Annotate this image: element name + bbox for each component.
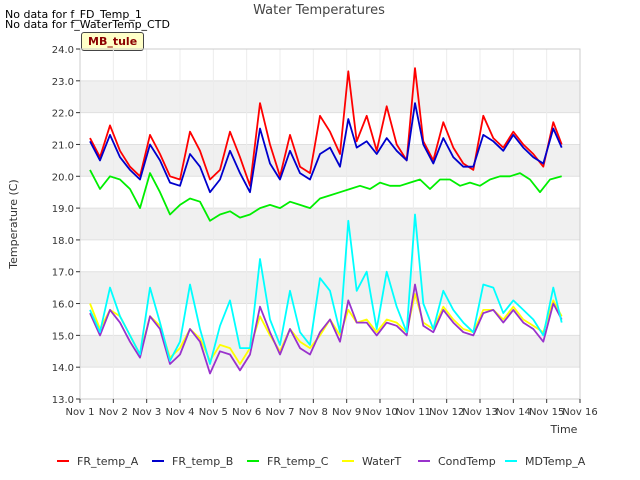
x-tick-label: Nov 5 xyxy=(199,407,228,418)
legend: FR_temp_A FR_temp_B FR_temp_C WaterT CondTem… xyxy=(57,455,586,468)
legend-label: FR_temp_C xyxy=(267,455,329,468)
y-tick-label: 17.0 xyxy=(52,268,74,279)
legend-label: FR_temp_A xyxy=(77,455,139,468)
y-axis-ticks: 13.0 14.0 15.0 16.0 17.0 18.0 19.0 20.0 21.0 22.0… xyxy=(52,45,80,406)
y-tick-label: 19.0 xyxy=(52,204,74,215)
y-tick-label: 16.0 xyxy=(52,300,74,311)
plot-background xyxy=(80,80,580,368)
chart-title: Water Temperatures xyxy=(253,3,385,18)
y-tick-label: 21.0 xyxy=(52,140,74,151)
legend-label: MDTemp_A xyxy=(525,455,586,468)
x-tick-label: Nov 12 xyxy=(429,407,464,418)
legend-label: CondTemp xyxy=(438,455,496,468)
x-tick-label: Nov 10 xyxy=(362,407,397,418)
series-line-mdtemp-a xyxy=(89,213,563,365)
legend-label: WaterT xyxy=(362,455,402,468)
x-tick-label: Nov 11 xyxy=(396,407,431,418)
x-tick-label: Nov 6 xyxy=(232,407,261,418)
no-data-notice-2: No data for f_WaterTemp_CTD xyxy=(5,18,170,31)
y-tick-label: 24.0 xyxy=(52,45,74,56)
series-line-fr-temp-a xyxy=(89,67,563,187)
series-line-fr-temp-b xyxy=(89,102,563,194)
plot-band xyxy=(80,208,580,240)
x-tick-label: Nov 4 xyxy=(165,407,194,418)
x-tick-label: Nov 14 xyxy=(496,407,531,418)
x-tick-label: Nov 15 xyxy=(529,407,564,418)
x-tick-label: Nov 7 xyxy=(265,407,294,418)
x-tick-label: Nov 1 xyxy=(65,407,94,418)
x-axis-ticks: Nov 1 Nov 2 Nov 3 Nov 4 Nov 5 Nov 6 Nov 7 Nov 8… xyxy=(65,399,598,418)
plot-band xyxy=(80,271,580,304)
y-tick-label: 23.0 xyxy=(52,77,74,88)
legend-label: FR_temp_B xyxy=(172,455,233,468)
x-axis-label: Time xyxy=(550,423,578,436)
x-tick-label: Nov 3 xyxy=(132,407,161,418)
x-tick-label: Nov 9 xyxy=(332,407,361,418)
y-tick-label: 22.0 xyxy=(52,109,74,120)
y-tick-label: 13.0 xyxy=(52,395,74,406)
series-lines xyxy=(89,67,563,375)
y-tick-label: 14.0 xyxy=(52,363,74,374)
plot-band xyxy=(80,80,580,113)
x-tick-label: Nov 16 xyxy=(562,407,597,418)
plot-frame xyxy=(79,48,581,400)
x-tick-label: Nov 8 xyxy=(299,407,328,418)
x-tick-label: Nov 13 xyxy=(462,407,497,418)
y-tick-label: 18.0 xyxy=(52,236,74,247)
no-data-notice-1: No data for f_FD_Temp_1 xyxy=(5,8,142,21)
y-axis-label: Temperature (C) xyxy=(7,179,20,269)
y-tick-label: 20.0 xyxy=(52,172,74,183)
series-line-fr-temp-c xyxy=(89,169,562,222)
x-tick-label: Nov 2 xyxy=(99,407,128,418)
site-label-badge: MB_tule xyxy=(81,32,145,51)
y-tick-label: 15.0 xyxy=(52,331,74,342)
plot-band xyxy=(80,335,580,368)
series-line-condtemp xyxy=(89,283,563,375)
